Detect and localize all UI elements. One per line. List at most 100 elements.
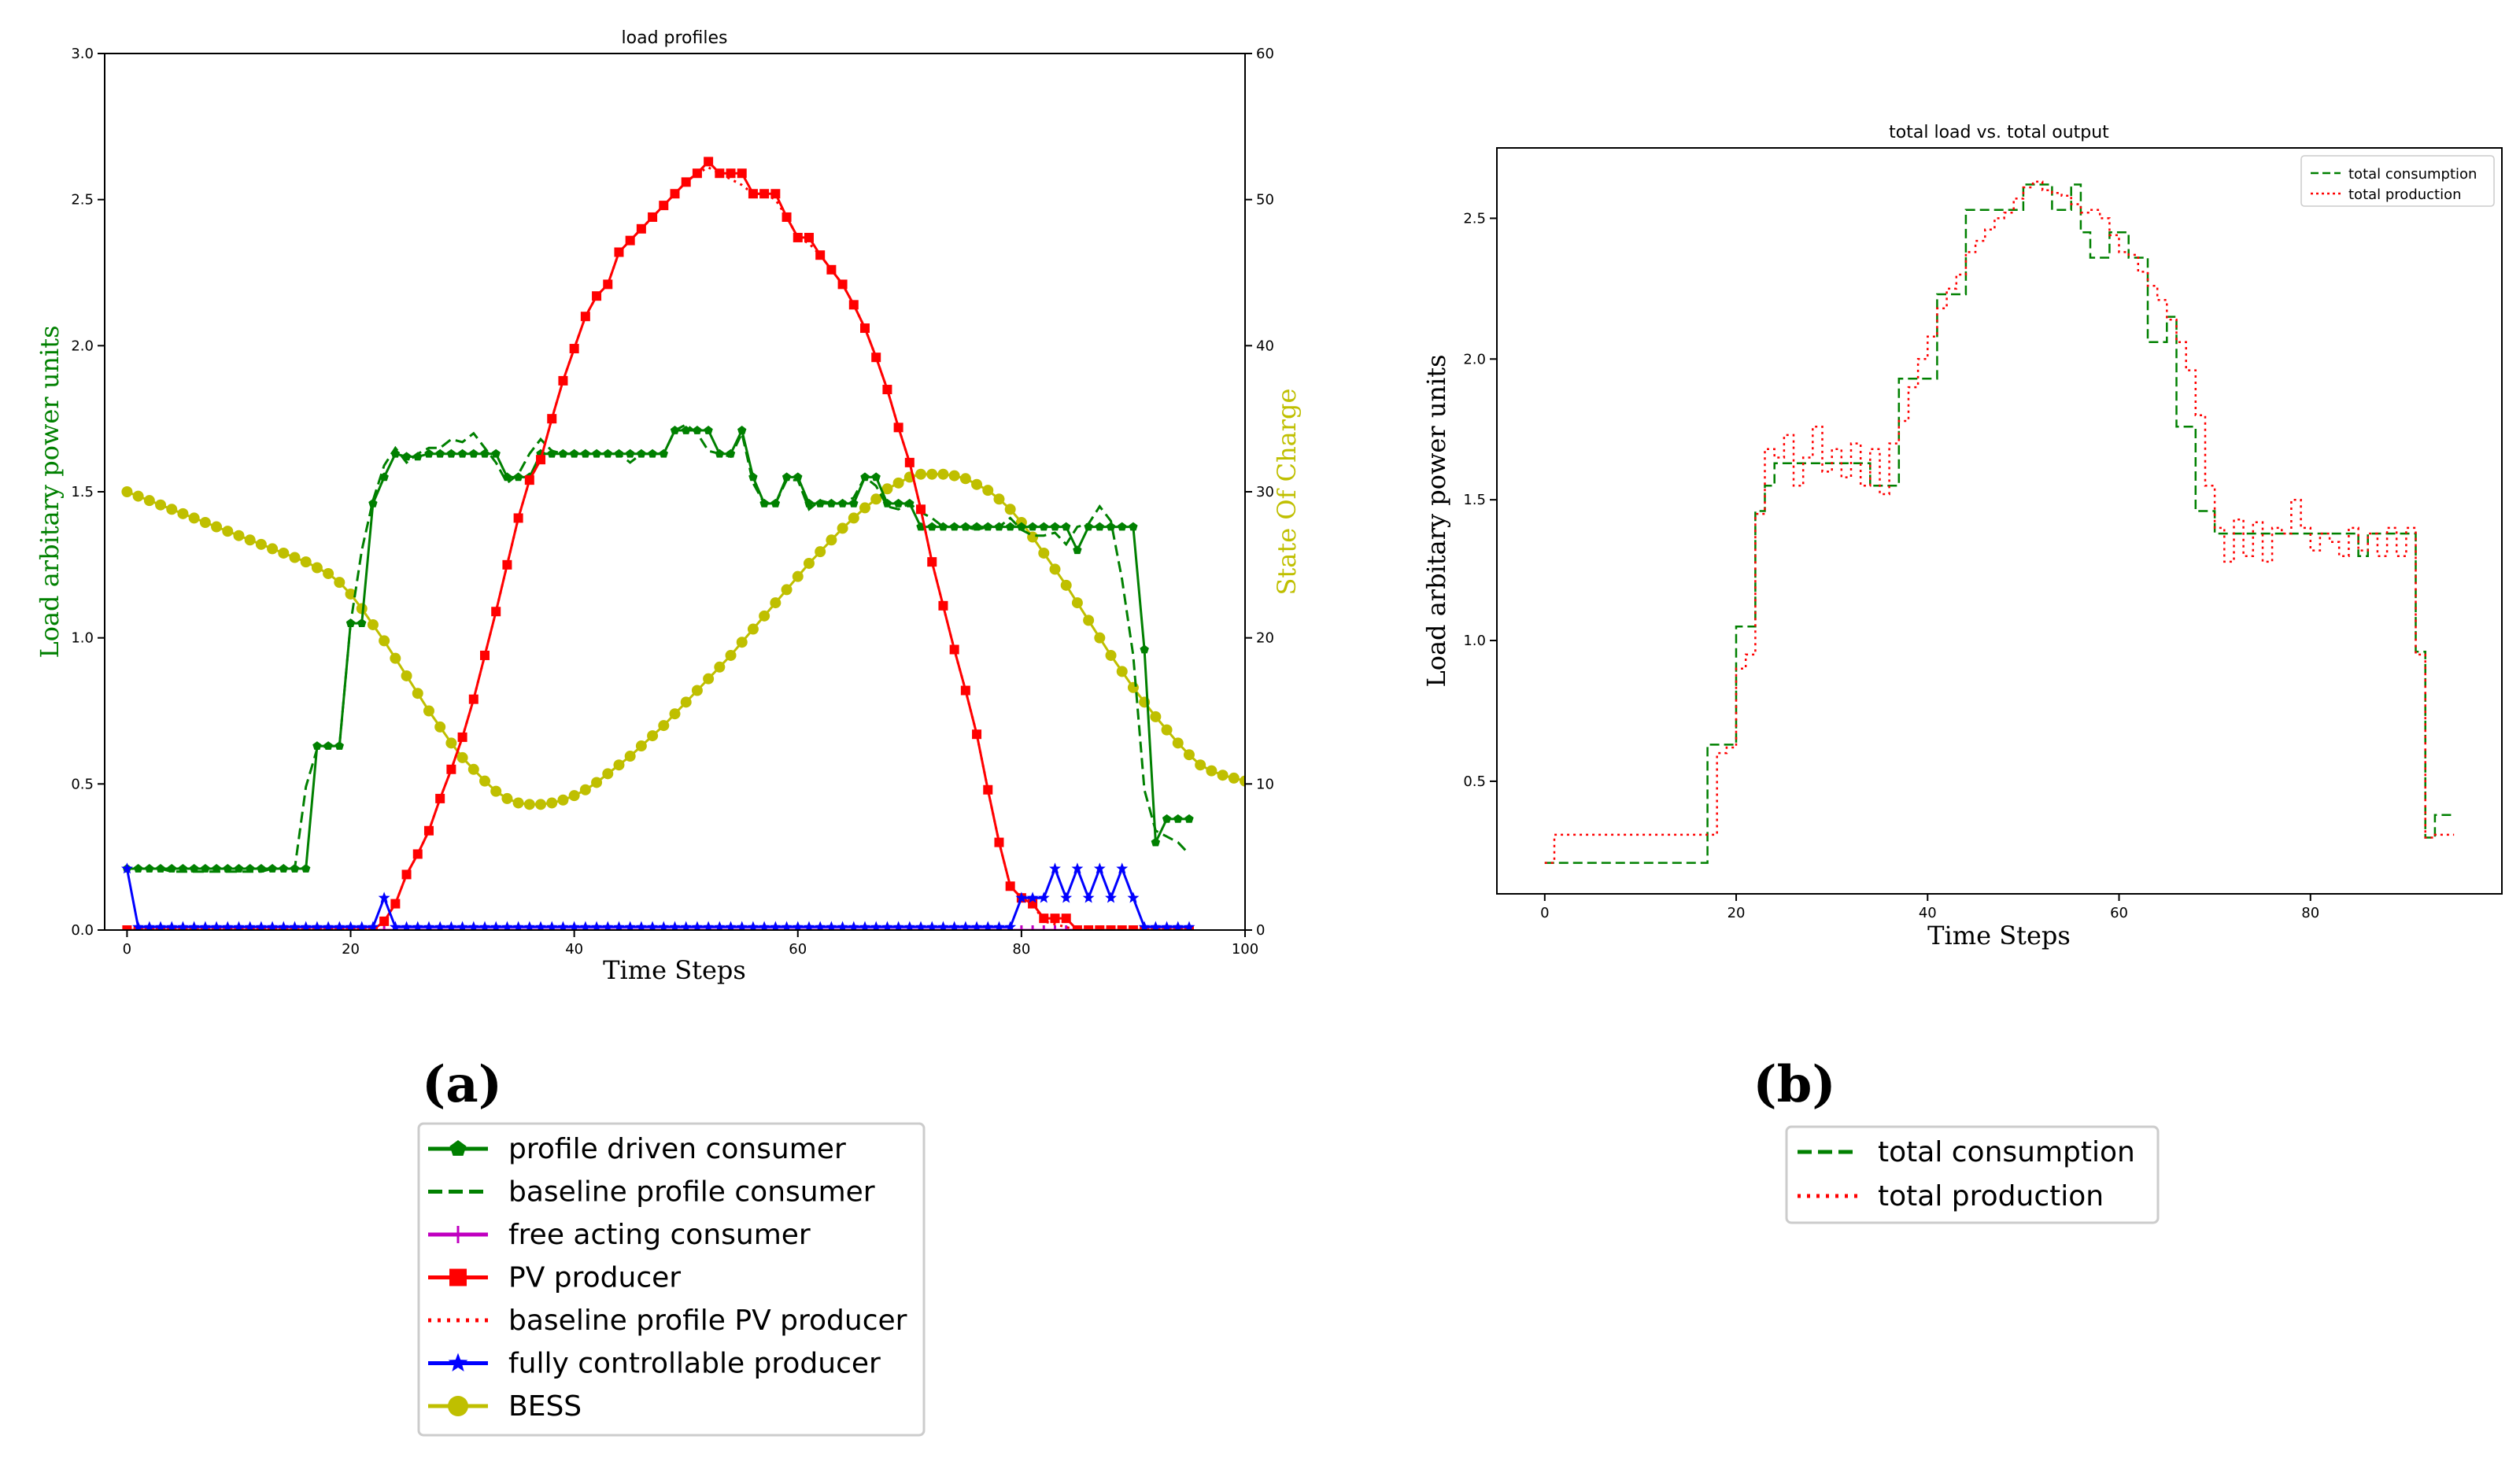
legend-label: total production (2348, 186, 2462, 203)
data-point (725, 921, 737, 930)
data-point (1172, 921, 1184, 930)
data-point (1105, 891, 1117, 903)
data-point (490, 785, 502, 797)
data-point (143, 921, 156, 930)
data-point (1184, 814, 1194, 823)
data-point (737, 168, 747, 179)
data-point (983, 784, 993, 795)
data-point (1116, 666, 1128, 677)
x-tick-label: 60 (789, 941, 807, 958)
data-point (155, 499, 167, 511)
y-tick-label: 1.5 (71, 484, 94, 500)
data-point (1183, 921, 1195, 930)
data-point (536, 455, 546, 465)
data-point (558, 448, 568, 458)
legend-label: fully controllable producer (508, 1348, 881, 1380)
data-point (903, 921, 916, 930)
data-point (1004, 921, 1017, 930)
data-point (479, 775, 490, 787)
data-point (1084, 522, 1093, 531)
data-point (569, 344, 579, 354)
data-point (949, 522, 959, 531)
data-point (1149, 921, 1162, 930)
data-point (257, 864, 266, 873)
x-tick-label: 100 (1232, 941, 1258, 958)
data-point (614, 247, 624, 257)
data-point (201, 864, 210, 873)
data-point (468, 694, 479, 704)
data-point (703, 673, 715, 685)
data-point (803, 921, 815, 930)
data-point (502, 559, 512, 570)
data-point (1161, 724, 1173, 736)
data-point (670, 189, 680, 199)
data-point (871, 353, 881, 363)
data-point (626, 448, 635, 458)
data-point (603, 279, 613, 290)
data-point (692, 168, 702, 179)
data-point (748, 189, 758, 199)
data-point (212, 864, 221, 873)
x-tick-label: 0 (123, 941, 131, 958)
data-point (435, 793, 445, 803)
data-point (658, 720, 670, 732)
legend-label: BESS (508, 1390, 582, 1423)
chart-a-xlabel: Time Steps (603, 955, 746, 985)
legend-label: total consumption (2348, 166, 2477, 183)
data-point (938, 600, 948, 611)
data-point (815, 546, 826, 558)
data-point (691, 921, 704, 930)
data-point (300, 921, 312, 930)
data-point (893, 423, 903, 433)
data-point (512, 921, 524, 930)
data-point (378, 891, 390, 903)
legend-label: free acting consumer (508, 1219, 811, 1251)
y-tick-label: 2.5 (1463, 210, 1486, 227)
data-point (423, 921, 435, 930)
data-point (401, 869, 412, 880)
data-point (1129, 522, 1138, 531)
data-point (401, 921, 412, 930)
data-point (926, 921, 938, 930)
data-point (523, 799, 535, 810)
data-point (1038, 547, 1050, 559)
data-point (714, 661, 726, 673)
data-point (693, 426, 702, 434)
data-point (793, 232, 803, 242)
data-point (579, 784, 591, 795)
data-point (222, 526, 234, 537)
chart-b-ylabel: Load arbitary power units (1421, 354, 1451, 687)
data-point (1106, 522, 1116, 531)
data-point (826, 498, 837, 508)
y-tick-label: 2.0 (71, 338, 94, 354)
data-point (390, 652, 401, 664)
data-point (199, 921, 212, 930)
chart-b-axes: 0 20 40 60 80 0.5 1.0 1.5 2.0 2.5 (1463, 210, 2319, 921)
data-point (389, 921, 401, 930)
data-point (323, 741, 333, 750)
data-point (334, 577, 345, 589)
series-line (127, 160, 1189, 930)
data-point (1228, 772, 1240, 784)
data-point (456, 751, 468, 763)
y2-tick-label: 0 (1256, 922, 1265, 939)
data-point (748, 472, 758, 482)
data-point (545, 921, 558, 930)
data-point (736, 921, 748, 930)
data-point (949, 644, 959, 655)
data-point (1039, 914, 1049, 924)
data-point (188, 512, 200, 524)
data-point (826, 921, 837, 930)
data-point (1026, 891, 1039, 903)
data-point (682, 426, 691, 434)
data-point (233, 530, 245, 541)
data-point (603, 448, 612, 458)
data-point (859, 502, 870, 514)
data-point (770, 597, 781, 609)
data-point (647, 730, 659, 742)
chart-a-ylabel-right: State Of Charge (1272, 389, 1302, 596)
data-point (960, 685, 970, 696)
data-point (143, 495, 155, 507)
legend-marker (448, 1396, 468, 1416)
data-point (480, 650, 490, 660)
